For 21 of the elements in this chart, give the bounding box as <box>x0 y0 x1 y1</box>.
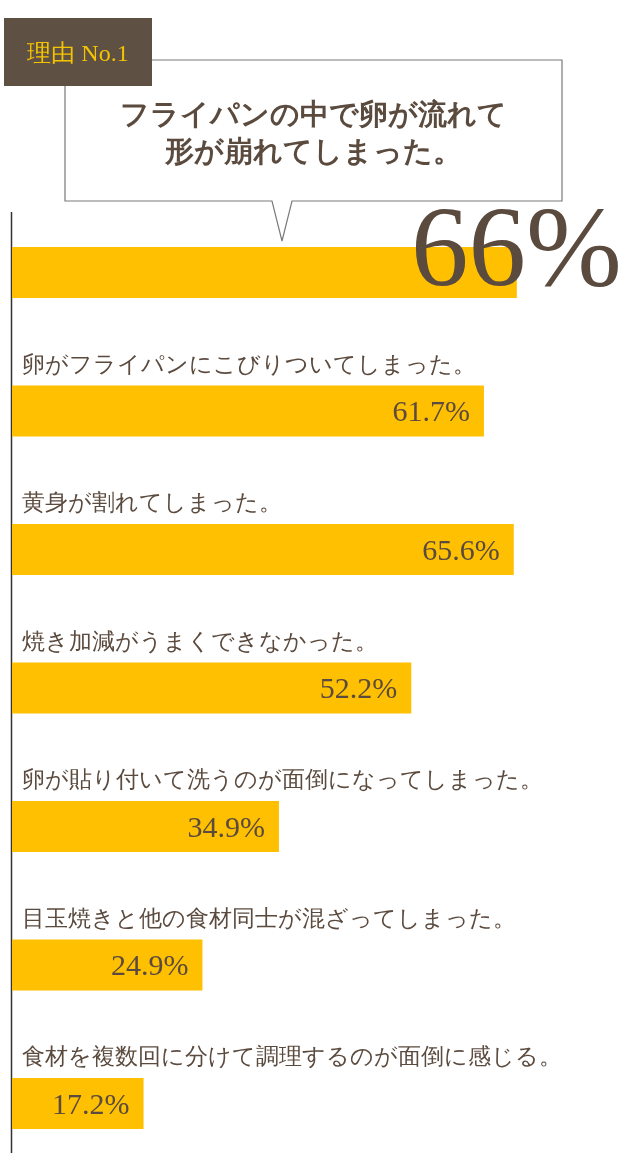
y-tick-label: 焼き加減がうまくできなかった。 <box>22 627 378 654</box>
data-label: 61.7% <box>392 394 470 427</box>
data-label: 17.2% <box>52 1086 130 1120</box>
y-tick-label: 目玉焼きと他の食材同士が混ざってしまった。 <box>22 904 516 931</box>
y-tick-label: 卵がフライパンにこびりついてしまった。 <box>22 350 476 377</box>
bar <box>12 524 514 575</box>
bar <box>12 662 412 714</box>
data-label: 66% <box>411 183 622 310</box>
data-label: 24.9% <box>110 948 189 981</box>
data-label: 52.2% <box>319 671 398 704</box>
data-label: 34.9% <box>187 809 265 843</box>
text: 理由 No.1 <box>27 40 129 66</box>
data-label: 65.6% <box>422 532 500 566</box>
bar <box>12 1078 144 1129</box>
bar <box>12 939 203 991</box>
y-tick-label: 食材を複数回に分けて調理するのが面倒に感じる。 <box>22 1043 562 1069</box>
y-tick-label: 卵が貼り付いて洗うのが面倒になってしまった。 <box>22 766 543 792</box>
y-tick-label: 黄身が割れてしまった。 <box>22 489 282 515</box>
bar <box>12 385 484 437</box>
text: フライパンの中で卵が流れて形が崩れてしまった。 <box>119 95 508 170</box>
bar <box>12 801 279 852</box>
